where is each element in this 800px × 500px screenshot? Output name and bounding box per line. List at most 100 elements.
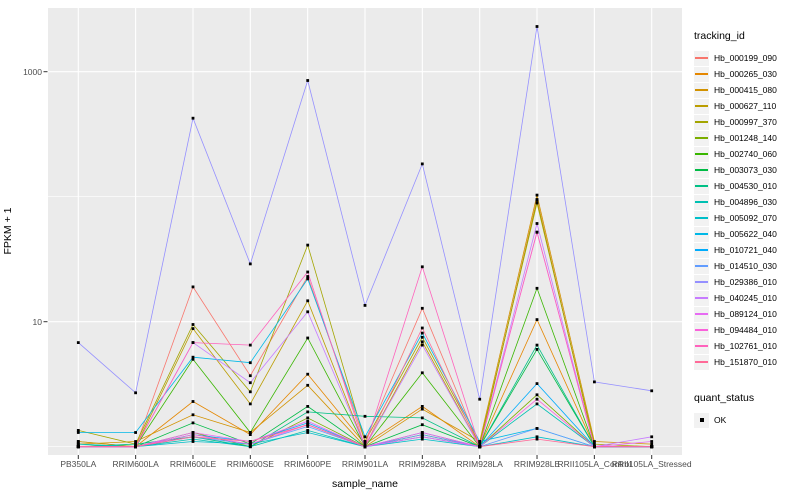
data-point-Hb_005092_070-RRIM928BA — [420, 437, 424, 441]
legend-key-line-icon — [695, 329, 708, 331]
legend-item-Hb_000199_090: Hb_000199_090 — [694, 50, 798, 66]
data-point-Hb_029386_010-RRIM600SE — [248, 262, 252, 266]
data-point-Hb_004530_010-RRIM928LE — [535, 343, 539, 347]
data-point-Hb_005622_040-RRIM901LA — [363, 435, 367, 439]
data-point-Hb_089124_010-RRIM600PE — [306, 419, 310, 423]
data-point-Hb_029386_010-RRIM600LE — [191, 116, 195, 120]
x-tick-label-RRIM928BA: RRIM928BA — [398, 459, 446, 469]
y-axis-tick-labels: 10 1000 — [0, 0, 42, 500]
data-point-Hb_029386_010-RRIM901LA — [363, 304, 367, 307]
legend-label: Hb_000199_090 — [714, 53, 777, 63]
legend-item-Hb_001248_140: Hb_001248_140 — [694, 130, 798, 146]
legend-key-line-icon — [695, 105, 708, 107]
data-point-Hb_003073_030-RRIM928BA — [420, 423, 424, 427]
data-point-Hb_000627_110-RRIM600SE — [248, 402, 252, 406]
x-tick-label-RRIM928LA: RRIM928LA — [456, 459, 503, 469]
data-point-Hb_014510_030-RRIM600PE — [306, 425, 310, 428]
legend-key-line-icon — [695, 169, 708, 171]
data-point-Hb_005622_040-RRIM600PE — [306, 277, 310, 281]
legend-label-ok: OK — [714, 415, 727, 425]
data-point-Hb_102761_010-RRIM928LE — [535, 230, 539, 234]
legend-title-tracking-id: tracking_id — [694, 30, 745, 42]
data-point-Hb_000265_030-RRIM600PE — [306, 372, 310, 376]
legend-key-line-icon — [695, 361, 708, 363]
legend-label: Hb_029386_010 — [714, 277, 777, 287]
data-point-Hb_003073_030-RRIM600LE — [191, 421, 195, 425]
data-point-Hb_102761_010-RRIM600LE — [191, 341, 195, 344]
legend-label: Hb_002740_060 — [714, 149, 777, 159]
legend-item-Hb_005092_070: Hb_005092_070 — [694, 210, 798, 226]
legend-key — [694, 194, 709, 210]
square-point-icon — [699, 418, 704, 422]
data-point-Hb_151870_010-RRII105LA_Stressed — [650, 445, 654, 449]
legend-item-Hb_151870_010: Hb_151870_010 — [694, 354, 798, 370]
data-point-Hb_000415_080-RRIM928LE — [535, 193, 539, 197]
quant-status-block: quant_status OK — [694, 392, 798, 428]
legend-key-line-icon — [695, 57, 708, 59]
data-point-Hb_029386_010-RRIM600PE — [306, 79, 310, 82]
data-point-Hb_029386_010-RRIM928BA — [420, 162, 424, 166]
legend-key — [694, 178, 709, 194]
data-point-Hb_102761_010-RRIM928BA — [420, 265, 424, 269]
data-point-Hb_029386_010-RRIM600LA — [134, 391, 137, 395]
data-point-Hb_000997_370-RRII105LA_Control — [593, 442, 596, 446]
data-point-Hb_000415_080-RRIM600LE — [191, 413, 195, 417]
legend-item-Hb_029386_010: Hb_029386_010 — [694, 274, 798, 290]
data-point-Hb_151870_010-RRIM600LA — [134, 445, 137, 449]
legend-item-Hb_102761_010: Hb_102761_010 — [694, 338, 798, 354]
data-point-Hb_151870_010-RRIM901LA — [363, 445, 367, 449]
legend-key — [694, 50, 709, 66]
data-point-Hb_000997_370-PB350LA — [76, 429, 80, 432]
legend-key-line-icon — [695, 233, 708, 235]
data-point-Hb_151870_010-RRIM600PE — [306, 423, 310, 427]
legend-key — [694, 210, 709, 226]
legend-key-line-icon — [695, 265, 708, 267]
legend-key — [694, 354, 709, 370]
legend-key-line-icon — [695, 185, 708, 187]
legend-label: Hb_003073_030 — [714, 165, 777, 175]
data-point-Hb_151870_010-RRII105LA_Control — [593, 445, 596, 449]
data-point-Hb_005622_040-PB350LA — [76, 431, 80, 434]
data-point-Hb_151870_010-PB350LA — [76, 445, 80, 449]
data-point-Hb_004896_030-RRIM600SE — [248, 445, 252, 449]
data-point-Hb_089124_010-RRII105LA_Stressed — [650, 440, 654, 443]
data-point-Hb_094484_010-RRIM928BA — [420, 431, 424, 434]
legend-key-line-icon — [695, 217, 708, 219]
data-point-Hb_014510_030-RRIM928BA — [420, 433, 424, 436]
data-point-Hb_005092_070-RRIM600PE — [306, 431, 310, 434]
data-point-Hb_000265_030-RRIM600SE — [248, 433, 252, 436]
legend-label: Hb_094484_010 — [714, 325, 777, 335]
x-tick-label-RRIM600SE: RRIM600SE — [226, 459, 274, 469]
legend-item-Hb_094484_010: Hb_094484_010 — [694, 322, 798, 338]
data-point-Hb_040245_010-RRII105LA_Stressed — [650, 435, 654, 439]
data-point-Hb_151870_010-RRIM928BA — [420, 326, 424, 330]
legend-key-line-icon — [695, 73, 708, 75]
data-point-Hb_000997_370-RRIM928LE — [535, 201, 539, 205]
legend-label: Hb_089124_010 — [714, 309, 777, 319]
data-point-Hb_000997_370-RRIM901LA — [363, 440, 367, 443]
data-point-Hb_102761_010-RRIM600PE — [306, 270, 310, 274]
data-point-Hb_004530_010-RRIM901LA — [363, 414, 367, 418]
legend-label: Hb_005622_040 — [714, 229, 777, 239]
x-axis-tick-labels: PB350LA RRIM600LA RRIM600LE RRIM600SE RRIM60… — [0, 459, 800, 473]
data-point-Hb_000415_080-RRIM928BA — [420, 407, 424, 411]
legend-key-line-icon — [695, 121, 708, 123]
x-tick-label-RRIM928LE: RRIM928LE — [513, 459, 561, 469]
data-point-Hb_005622_040-RRIM600LE — [191, 355, 195, 359]
legend-item-Hb_002740_060: Hb_002740_060 — [694, 146, 798, 162]
data-point-Hb_000265_030-RRIM901LA — [363, 442, 367, 446]
data-point-Hb_040245_010-RRIM928BA — [420, 343, 424, 347]
data-point-Hb_040245_010-RRIM928LE — [535, 222, 539, 225]
data-point-Hb_094484_010-RRIM600SE — [248, 442, 252, 446]
legend-key-line-icon — [695, 153, 708, 155]
legend-key — [694, 338, 709, 354]
data-point-Hb_000627_110-RRIM928LE — [535, 198, 539, 202]
data-point-Hb_000997_370-RRIM928LA — [478, 442, 482, 446]
data-point-Hb_000627_110-RRIM928BA — [420, 340, 424, 344]
legend-label: Hb_000415_080 — [714, 85, 777, 95]
data-point-Hb_151870_010-RRIM600SE — [248, 440, 252, 443]
legend-key — [694, 130, 709, 146]
legend-items: Hb_000199_090 Hb_000265_030 Hb_000415_080 H… — [694, 50, 798, 370]
legend-label: Hb_000265_030 — [714, 69, 777, 79]
data-point-Hb_004530_010-RRIM600LA — [134, 442, 137, 446]
